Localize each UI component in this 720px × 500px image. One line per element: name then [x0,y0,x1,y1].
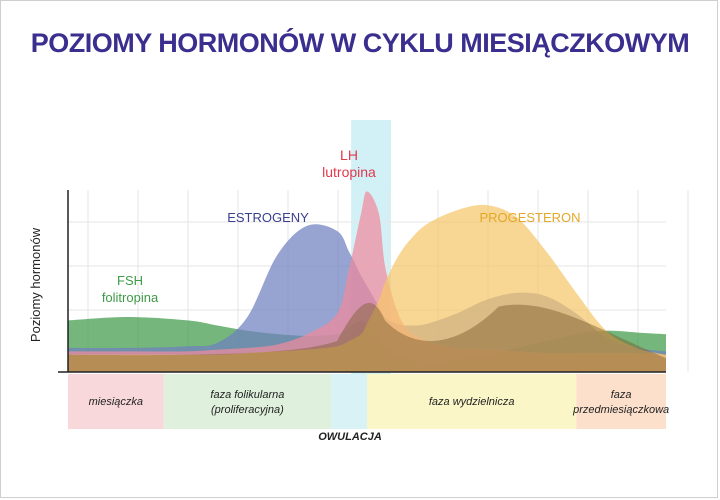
phase-box-4 [576,374,666,429]
series-label-progesteron: PROGESTERON [479,210,580,225]
phase-box-2 [331,374,367,429]
phase-label-1: faza folikularna [210,389,284,401]
series-sublabel-lh: lutropina [322,164,376,180]
phase-sublabel-4: przedmiesiączkowa [572,404,669,416]
chart-title: POZIOMY HORMONÓW W CYKLU MIESIĄCZKOWYM [30,28,690,58]
series-label-lh: LH [340,147,358,163]
y-axis-label: Poziomy hormonów [28,227,43,342]
series-label-estrogeny: ESTROGENY [227,210,309,225]
phase-sublabel-1: (proliferacyjna) [211,404,284,416]
overlap-shade [68,302,666,372]
phase-box-3 [367,374,577,429]
ovulation-label: OWULACJA [318,431,382,443]
phase-label-4: faza [611,389,632,401]
phase-box-1 [163,374,332,429]
phase-label-0: miesiączka [89,396,143,408]
series-area-progesteron [68,204,666,372]
phase-box-0 [68,374,164,429]
series-label-fsh: FSH [117,273,143,288]
series-sublabel-fsh: folitropina [102,290,159,305]
series-area-lh [68,191,666,372]
phase-label-3: faza wydzielnicza [429,396,515,408]
